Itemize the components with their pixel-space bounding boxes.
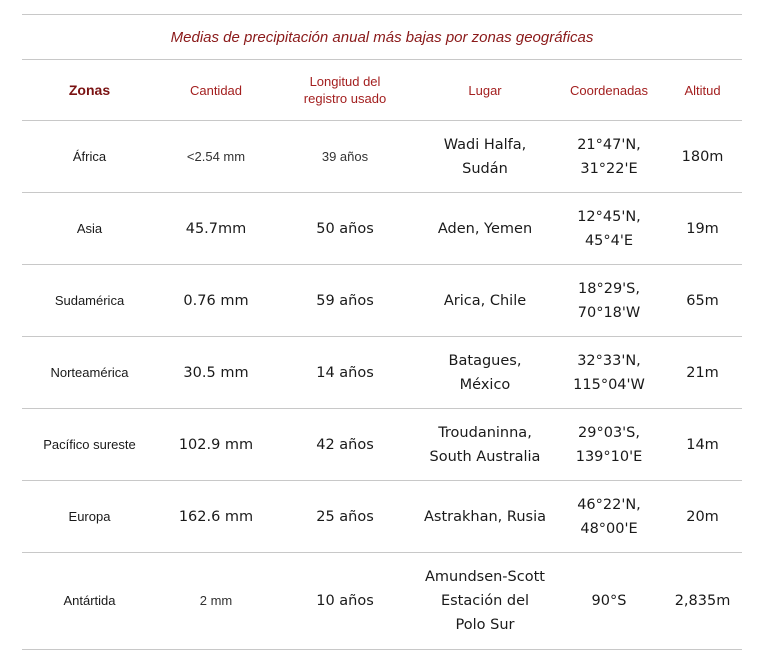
coordenadas-cell: 46°22'N, 48°00'E <box>555 480 663 553</box>
altitud-cell: 21m <box>663 336 743 409</box>
cantidad-cell: 162.6 mm <box>157 480 275 553</box>
lugar-line2: Estación del <box>440 593 530 609</box>
longitud-cell: 39 años <box>275 120 415 193</box>
coordenadas-cell: 29°03'S, 139°10'E <box>555 408 663 481</box>
lugar-line1: Amundsen-Scott <box>425 569 545 585</box>
table-title: Medias de precipitación anual más bajas … <box>22 14 743 60</box>
altitud-cell: 19m <box>663 192 743 265</box>
lugar-line1: Troudaninna, <box>438 424 532 441</box>
precipitation-table: Medias de precipitación anual más bajas … <box>22 14 743 650</box>
table-row: Sudamérica 0.76 mm 59 años Arica, Chile … <box>22 264 743 337</box>
coord-line2: 115°04'W <box>573 376 645 393</box>
lugar-cell: Wadi Halfa, Sudán <box>415 120 555 193</box>
zona-cell: Europa <box>22 480 157 553</box>
coordenadas-cell: 12°45'N, 45°4'E <box>555 192 663 265</box>
coordenadas-cell: 90°S <box>555 552 663 650</box>
cantidad-cell: 30.5 mm <box>157 336 275 409</box>
zona-cell: Asia <box>22 192 157 265</box>
altitud-cell: 20m <box>663 480 743 553</box>
header-zonas: Zonas <box>22 59 157 121</box>
zona-cell: Sudamérica <box>22 264 157 337</box>
coordenadas-cell: 32°33'N, 115°04'W <box>555 336 663 409</box>
longitud-cell: 42 años <box>275 408 415 481</box>
coord-line1: 29°03'S, <box>578 424 640 441</box>
altitud-cell: 14m <box>663 408 743 481</box>
lugar-cell: Troudaninna, South Australia <box>415 408 555 481</box>
cantidad-cell: <2.54 mm <box>157 120 275 193</box>
longitud-cell: 25 años <box>275 480 415 553</box>
coordenadas-cell: 18°29'S, 70°18'W <box>555 264 663 337</box>
table-row: África <2.54 mm 39 años Wadi Halfa, Sudán… <box>22 120 743 193</box>
lugar-line2: South Australia <box>429 448 541 465</box>
coord-line1: 18°29'S, <box>578 280 640 297</box>
precipitation-table-container: Medias de precipitación anual más bajas … <box>22 14 743 650</box>
header-longitud: Longitud del registro usado <box>275 59 415 121</box>
table-row: Asia 45.7mm 50 años Aden, Yemen 12°45'N,… <box>22 192 743 265</box>
header-coordenadas: Coordenadas <box>555 59 663 121</box>
coord-line1: 21°47'N, <box>577 136 641 153</box>
table-row: Pacífico sureste 102.9 mm 42 años Trouda… <box>22 408 743 481</box>
altitud-cell: 2,835m <box>663 552 743 650</box>
header-longitud-line2: registro usado <box>303 91 387 106</box>
header-longitud-line1: Longitud del <box>309 74 381 89</box>
longitud-cell: 59 años <box>275 264 415 337</box>
header-lugar: Lugar <box>415 59 555 121</box>
header-cantidad: Cantidad <box>157 59 275 121</box>
lugar-line1: Batagues, <box>448 352 522 369</box>
table-title-row: Medias de precipitación anual más bajas … <box>22 14 743 60</box>
coordenadas-cell: 21°47'N, 31°22'E <box>555 120 663 193</box>
lugar-cell: Amundsen-Scott Estación del Polo Sur <box>415 552 555 650</box>
lugar-cell: Arica, Chile <box>415 264 555 337</box>
cantidad-cell: 0.76 mm <box>157 264 275 337</box>
altitud-cell: 65m <box>663 264 743 337</box>
coord-line2: 139°10'E <box>575 448 643 465</box>
coord-line2: 45°4'E <box>584 232 634 249</box>
cantidad-cell: 45.7mm <box>157 192 275 265</box>
cantidad-cell: 2 mm <box>157 552 275 650</box>
zona-cell: Norteamérica <box>22 336 157 409</box>
zona-cell: África <box>22 120 157 193</box>
lugar-line3: Polo Sur <box>455 617 515 633</box>
coord-line1: 12°45'N, <box>577 208 641 225</box>
lugar-cell: Astrakhan, Rusia <box>415 480 555 553</box>
coord-line1: 46°22'N, <box>577 496 641 513</box>
longitud-cell: 10 años <box>275 552 415 650</box>
cantidad-cell: 102.9 mm <box>157 408 275 481</box>
table-row: Norteamérica 30.5 mm 14 años Batagues, Mé… <box>22 336 743 409</box>
lugar-cell: Batagues, México <box>415 336 555 409</box>
table-header-row: Zonas Cantidad Longitud del registro usa… <box>22 59 743 121</box>
lugar-line2: México <box>459 376 511 393</box>
zona-cell: Antártida <box>22 552 157 650</box>
lugar-cell: Aden, Yemen <box>415 192 555 265</box>
altitud-cell: 180m <box>663 120 743 193</box>
zona-cell: Pacífico sureste <box>22 408 157 481</box>
longitud-cell: 14 años <box>275 336 415 409</box>
coord-line2: 70°18'W <box>577 304 641 321</box>
header-altitud: Altitud <box>663 59 743 121</box>
coord-line2: 48°00'E <box>580 520 638 537</box>
table-row: Antártida 2 mm 10 años Amundsen-Scott Est… <box>22 552 743 650</box>
lugar-line2: Sudán <box>462 160 508 177</box>
coord-line2: 31°22'E <box>580 160 638 177</box>
table-row: Europa 162.6 mm 25 años Astrakhan, Rusia… <box>22 480 743 553</box>
lugar-line1: Wadi Halfa, <box>443 136 527 153</box>
longitud-cell: 50 años <box>275 192 415 265</box>
coord-line1: 32°33'N, <box>577 352 641 369</box>
